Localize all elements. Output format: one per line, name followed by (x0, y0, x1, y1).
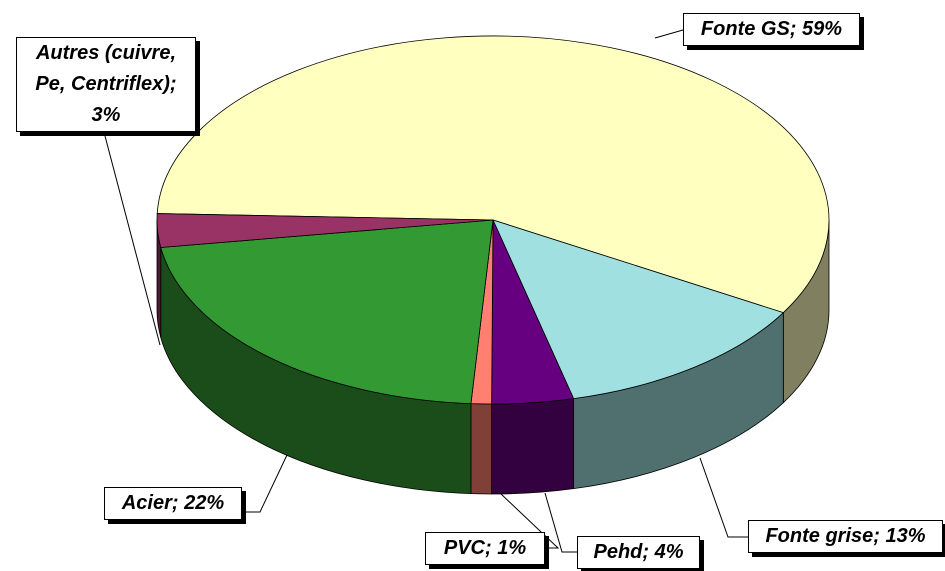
data-label: Acier; 22% (104, 487, 242, 520)
leader-line (544, 492, 577, 553)
pie-slice (492, 219, 785, 400)
leader-line (242, 454, 288, 513)
data-label: Pehd; 4% (577, 536, 700, 569)
pie-side (491, 398, 575, 495)
tops (156, 35, 830, 405)
pie-slice (160, 219, 494, 405)
data-label: Fonte GS; 59% (683, 13, 860, 46)
leader-lines (104, 29, 748, 553)
leader-line (699, 457, 748, 538)
data-label: Autres (cuivre, Pe, Centriflex); 3% (16, 37, 196, 132)
sides (156, 219, 830, 495)
pie-side (470, 403, 493, 495)
pie-slice (156, 213, 494, 248)
pie-slice (156, 35, 830, 314)
leader-line (499, 492, 560, 549)
leader-line (654, 29, 684, 39)
leader-line (104, 135, 161, 346)
data-label: PVC; 1% (425, 532, 545, 565)
data-label: Fonte grise; 13% (748, 520, 943, 553)
